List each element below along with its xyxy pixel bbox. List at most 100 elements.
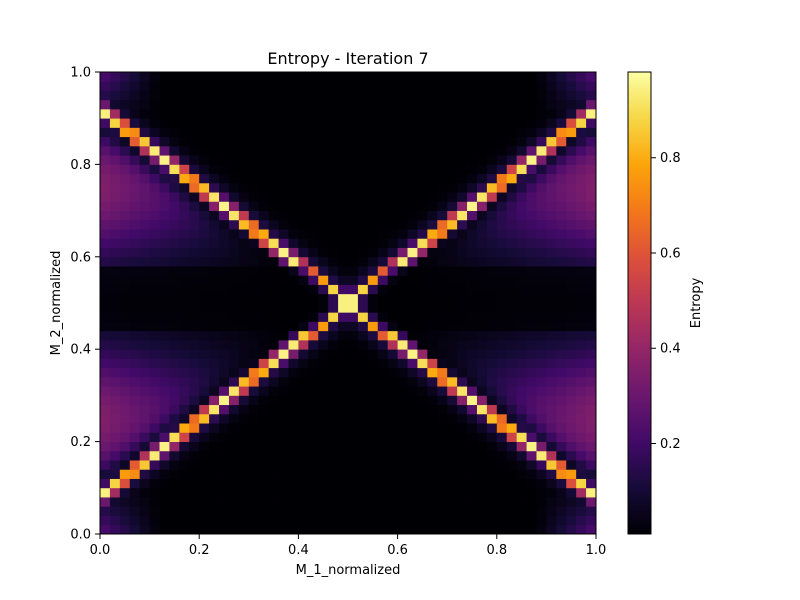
heatmap-cell	[506, 201, 518, 211]
heatmap-cell	[407, 367, 418, 378]
heatmap-cell	[149, 487, 160, 498]
heatmap-cell	[189, 293, 200, 304]
heatmap-cell	[278, 173, 289, 184]
heatmap-cell	[199, 164, 210, 175]
heatmap-cell	[447, 108, 458, 119]
heatmap-cell	[308, 432, 319, 442]
heatmap-cell	[338, 219, 349, 230]
heatmap-cell	[506, 386, 518, 396]
heatmap-cell	[248, 339, 260, 350]
heatmap-cell	[367, 127, 379, 138]
heatmap-cell	[476, 293, 488, 304]
heatmap-cell	[248, 81, 260, 91]
heatmap-cell	[348, 164, 359, 175]
heatmap-cell	[189, 81, 200, 91]
heatmap-cell	[298, 118, 309, 128]
heatmap-cell	[536, 210, 547, 221]
heatmap-cell	[526, 487, 537, 498]
heatmap-cell	[367, 247, 379, 258]
heatmap-cell	[486, 312, 498, 322]
heatmap-cell	[387, 358, 398, 369]
heatmap-cell	[268, 303, 279, 313]
heatmap-cell	[377, 127, 389, 138]
heatmap-cell	[407, 136, 418, 147]
heatmap-cell	[139, 469, 150, 479]
heatmap-cell	[109, 275, 121, 285]
heatmap-cell	[397, 284, 408, 295]
heatmap-cell	[586, 90, 597, 101]
heatmap-cell	[199, 219, 210, 230]
heatmap-cell	[496, 303, 508, 313]
heatmap-cell	[159, 330, 170, 341]
heatmap-cell	[238, 201, 250, 211]
heatmap-cell	[109, 136, 121, 147]
heatmap-cell	[298, 127, 309, 138]
heatmap-cell	[427, 497, 438, 507]
heatmap-cell	[586, 524, 597, 535]
heatmap-cell	[427, 293, 438, 304]
heatmap-cell	[288, 275, 299, 285]
heatmap-cell	[526, 404, 537, 415]
heatmap-cell	[357, 275, 369, 285]
heatmap-cell	[407, 460, 418, 470]
heatmap-cell	[278, 284, 289, 295]
heatmap-cell	[219, 303, 230, 313]
heatmap-cell	[367, 478, 379, 489]
heatmap-cell	[348, 524, 359, 535]
heatmap-cell	[228, 349, 240, 359]
heatmap-cell	[496, 256, 508, 267]
heatmap-cell	[586, 284, 597, 295]
heatmap-cell	[566, 506, 577, 516]
heatmap-cell	[308, 145, 319, 156]
heatmap-cell	[348, 293, 359, 304]
heatmap-cell	[427, 192, 438, 202]
heatmap-cell	[546, 478, 557, 489]
heatmap-cell	[407, 487, 418, 498]
heatmap-cell	[129, 515, 141, 526]
heatmap-cell	[328, 108, 339, 119]
heatmap-cell	[129, 108, 141, 119]
heatmap-cell	[397, 256, 408, 267]
heatmap-cell	[467, 72, 478, 82]
heatmap-cell	[159, 173, 170, 184]
heatmap-cell	[546, 413, 557, 424]
heatmap-cell	[377, 293, 389, 304]
heatmap-cell	[467, 376, 478, 387]
heatmap-cell	[298, 173, 309, 184]
heatmap-cell	[447, 145, 458, 156]
heatmap-cell	[576, 321, 587, 332]
heatmap-cell	[139, 81, 150, 91]
heatmap-cell	[298, 339, 309, 350]
heatmap-cell	[228, 506, 240, 516]
heatmap-cell	[169, 108, 180, 119]
heatmap-cell	[387, 395, 398, 406]
heatmap-cell	[367, 229, 379, 239]
heatmap-cell	[318, 201, 329, 211]
heatmap-cell	[526, 386, 537, 396]
heatmap-cell	[318, 358, 329, 369]
heatmap-cell	[219, 293, 230, 304]
heatmap-cell	[338, 275, 349, 285]
heatmap-cell	[318, 349, 329, 359]
heatmap-cell	[159, 441, 170, 452]
heatmap-cell	[288, 247, 299, 258]
heatmap-cell	[476, 312, 488, 322]
heatmap-cell	[328, 330, 339, 341]
heatmap-cell	[139, 145, 150, 156]
heatmap-cell	[566, 173, 577, 184]
heatmap-cell	[119, 219, 131, 230]
heatmap-cell	[228, 515, 240, 526]
heatmap-cell	[526, 275, 537, 285]
heatmap-cell	[179, 506, 190, 516]
heatmap-cell	[546, 81, 557, 91]
heatmap-cell	[248, 497, 260, 507]
heatmap-cell	[318, 303, 329, 313]
heatmap-cell	[288, 90, 299, 101]
heatmap-cell	[516, 349, 527, 359]
heatmap-cell	[576, 497, 587, 507]
heatmap-cell	[129, 358, 141, 369]
heatmap-cell	[258, 210, 270, 221]
heatmap-cell	[199, 478, 210, 489]
heatmap-cell	[387, 210, 398, 221]
heatmap-cell	[338, 395, 349, 406]
